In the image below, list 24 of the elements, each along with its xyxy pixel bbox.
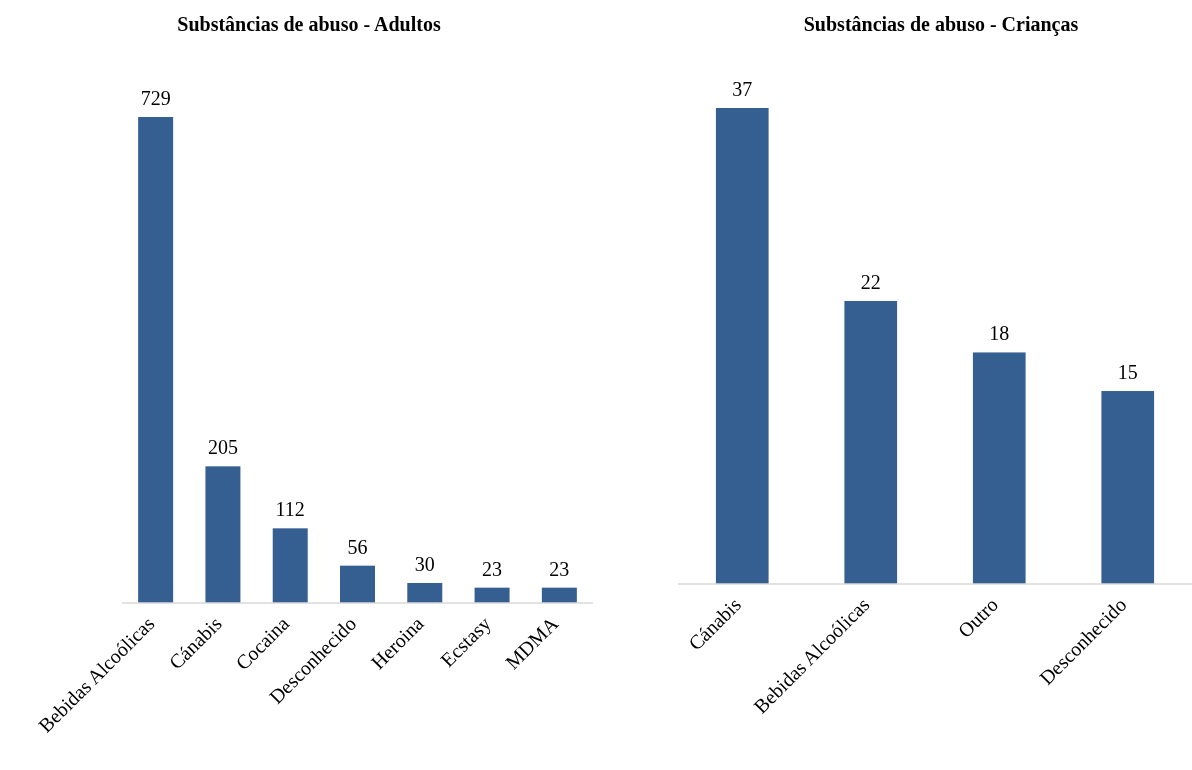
data-label: 18 xyxy=(989,322,1010,345)
data-label: 205 xyxy=(207,436,238,459)
bar xyxy=(474,587,510,603)
bar xyxy=(541,587,577,603)
data-label: 30 xyxy=(414,553,435,575)
bar xyxy=(205,466,241,603)
bar xyxy=(715,108,769,584)
bar xyxy=(972,352,1026,584)
data-label: 22 xyxy=(860,270,881,293)
data-label: 23 xyxy=(549,557,570,580)
data-label: 56 xyxy=(347,535,368,558)
data-label: 112 xyxy=(275,498,305,521)
data-label: 37 xyxy=(732,78,753,100)
bar xyxy=(340,565,375,603)
bar xyxy=(272,528,308,603)
data-label: 23 xyxy=(482,557,503,580)
bar xyxy=(138,117,174,603)
bar xyxy=(844,300,898,584)
bar xyxy=(1101,391,1155,584)
chart-title: Substâncias de abuso - Adultos xyxy=(177,13,441,35)
chart-title: Substâncias de abuso - Crianças xyxy=(803,13,1079,36)
bar xyxy=(407,583,443,603)
data-label: 729 xyxy=(140,87,171,109)
data-label: 15 xyxy=(1117,361,1138,384)
